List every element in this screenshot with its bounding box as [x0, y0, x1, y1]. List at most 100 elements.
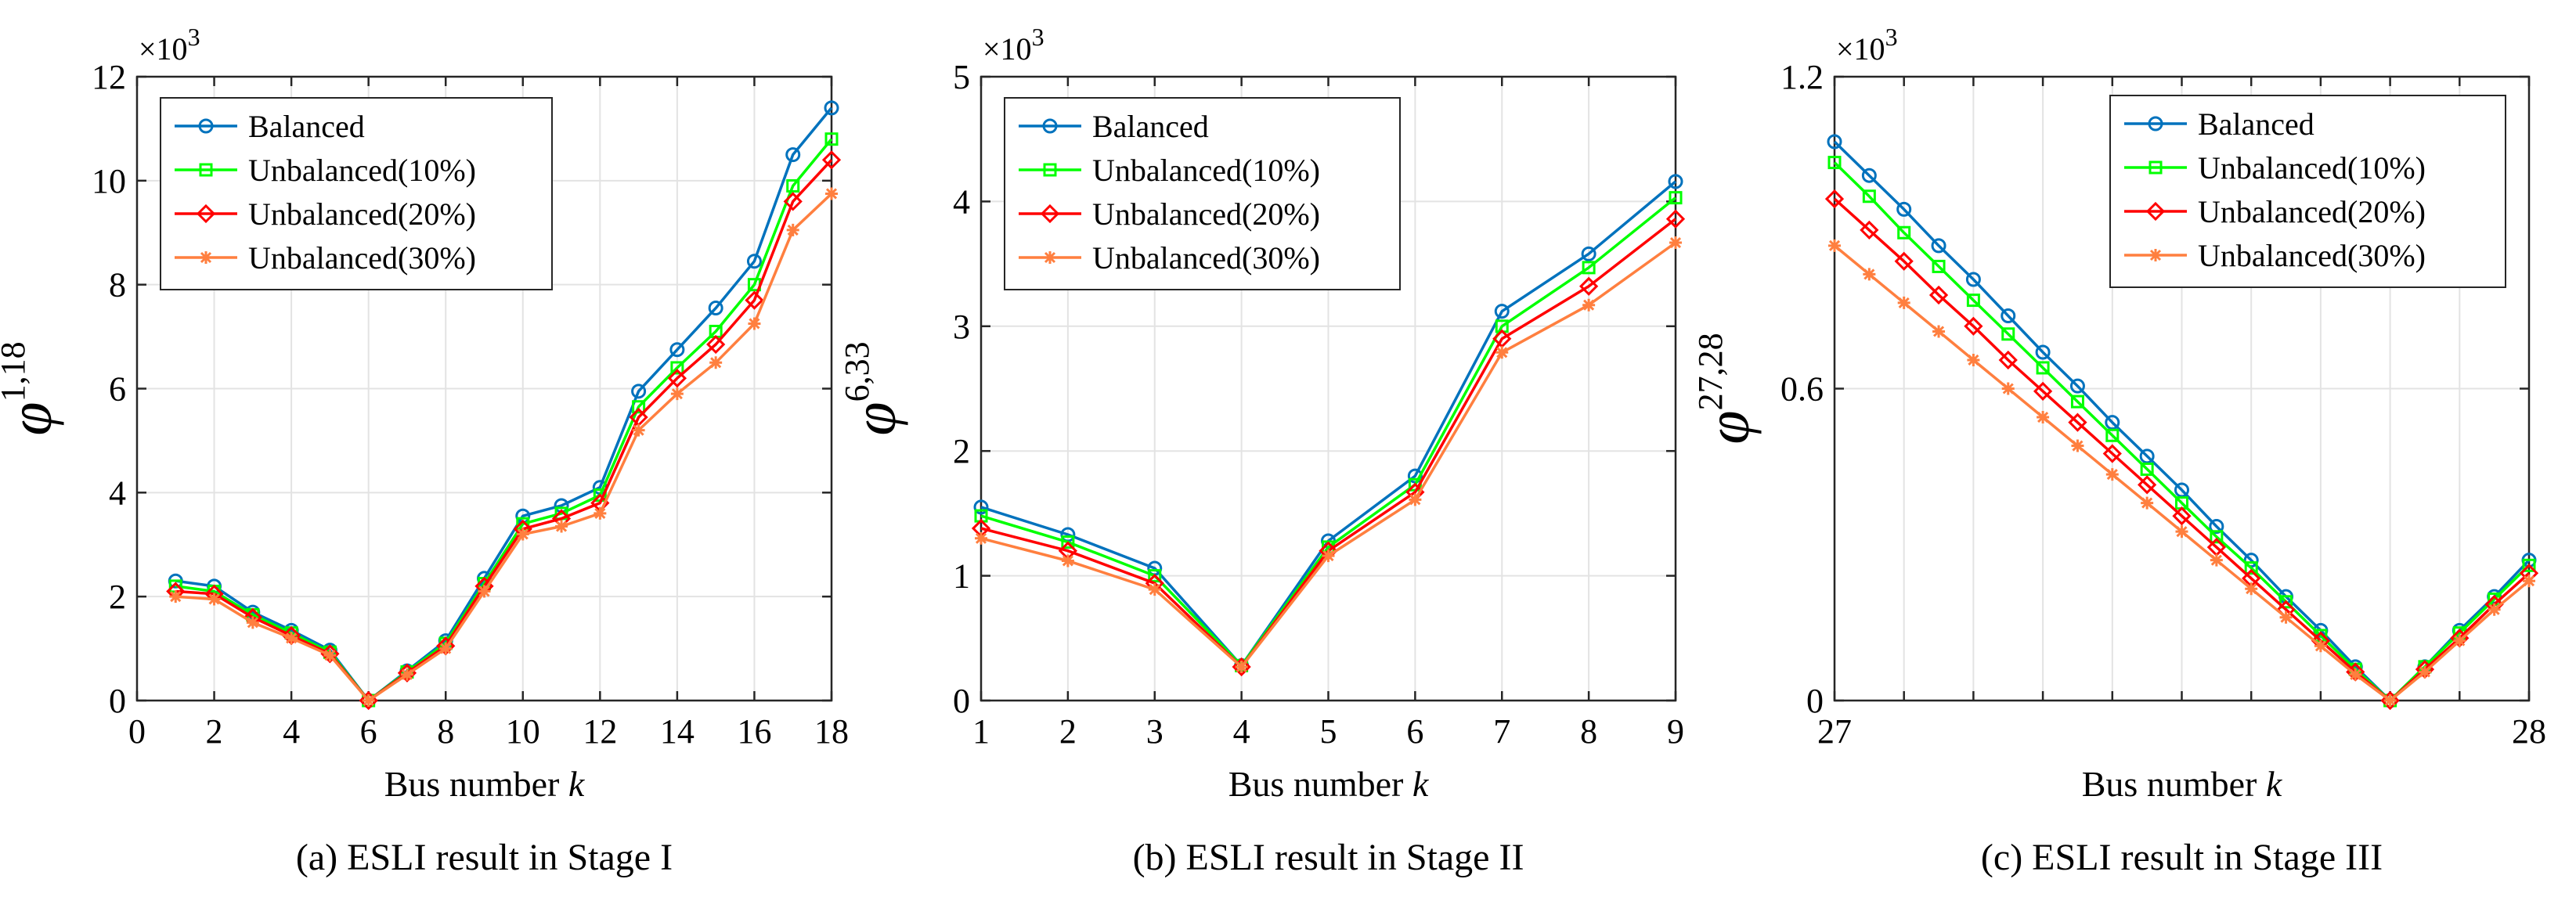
y-tick-label: 10 [92, 162, 126, 200]
legend-item: Unbalanced(30%) [175, 240, 476, 276]
y-multiplier-base: ×10 [1836, 31, 1885, 67]
panel-caption: (a) ESLI result in Stage I [296, 837, 673, 878]
series-3 [169, 187, 838, 707]
x-axis-label-space [2257, 764, 2266, 804]
data-point [709, 356, 723, 369]
data-point [1897, 225, 1911, 240]
data-point [439, 642, 453, 655]
y-tick-label: 5 [953, 58, 970, 96]
y-axis-superscript: 6,33 [838, 341, 876, 402]
data-point [1966, 294, 1980, 308]
y-tick-label: 12 [92, 58, 126, 96]
data-point [516, 528, 529, 541]
y-axis-symbol: φ [1694, 410, 1762, 444]
data-point [745, 290, 764, 310]
legend-label: Unbalanced(20%) [2198, 194, 2426, 229]
data-point [667, 369, 687, 388]
y-multiplier: ×103 [983, 23, 1044, 67]
data-point [1932, 259, 1946, 273]
data-point [2453, 634, 2466, 647]
data-point [1148, 569, 1162, 583]
legend-marker [1040, 204, 1060, 224]
y-axis-symbol: φ [840, 402, 908, 435]
data-point [1232, 657, 1251, 677]
data-point [2244, 561, 2258, 575]
legend-item: Unbalanced(10%) [1019, 153, 1320, 188]
y-tick-label: 0 [1806, 682, 1824, 720]
y-tick-label: 0.6 [1780, 370, 1824, 409]
x-axis-label-var: k [1412, 764, 1430, 804]
y-multiplier-exp: 3 [1885, 23, 1898, 51]
x-axis-label: Bus number k [2082, 764, 2283, 804]
legend-label: Balanced [1092, 109, 1209, 144]
y-tick-label: 4 [953, 182, 970, 221]
data-point [2172, 506, 2192, 526]
data-point [1061, 554, 1074, 567]
legend-item: Balanced [175, 109, 365, 144]
data-point [2175, 525, 2188, 539]
series-line [980, 196, 1677, 668]
y-tick-label: 4 [109, 474, 126, 512]
y-multiplier-base: ×10 [139, 31, 188, 67]
legend-label: Unbalanced(30%) [2198, 238, 2426, 273]
data-point [2140, 462, 2154, 476]
data-point [2068, 412, 2087, 432]
data-point [2245, 582, 2258, 596]
data-point [207, 593, 221, 606]
data-point [708, 301, 723, 316]
data-point [1148, 583, 1161, 596]
data-point [246, 616, 259, 629]
legend-item: Unbalanced(30%) [2124, 238, 2426, 273]
data-point [2314, 639, 2327, 653]
y-multiplier: ×103 [1836, 23, 1898, 67]
data-point [783, 192, 803, 211]
data-point [785, 147, 801, 163]
data-point [285, 632, 298, 645]
data-point [1861, 168, 1877, 183]
legend-label: Balanced [248, 109, 365, 144]
legend-marker [2148, 116, 2163, 131]
y-tick-label: 2 [109, 578, 126, 616]
x-tick-label: 16 [737, 712, 771, 751]
x-tick-label: 27 [1817, 712, 1852, 751]
x-axis-label-text: Bus number [1228, 764, 1404, 804]
data-point [1894, 251, 1914, 271]
data-point [1581, 246, 1596, 261]
x-tick-label: 5 [1320, 712, 1337, 751]
data-point [1827, 156, 1842, 170]
data-point [2210, 530, 2224, 544]
panel-stage-3: 27 28 0 0.6 1.2 ×103 φ27,28 Bus number k (c) ESL… [1691, 23, 2546, 878]
data-point [1235, 660, 1248, 673]
panel-caption: (b) ESLI result in Stage II [1133, 837, 1524, 878]
data-point [2036, 361, 2050, 375]
legend: Balanced Unbalanced(10%) Unbalanced(20%) Un… [160, 97, 553, 290]
y-axis-superscript: 27,28 [1691, 333, 1730, 410]
data-point [786, 178, 800, 193]
data-point [2105, 468, 2119, 481]
data-point [1665, 209, 1686, 229]
x-tick-label: 18 [814, 712, 849, 751]
legend-label: Unbalanced(30%) [1092, 240, 1320, 276]
y-tick-label: 0 [109, 682, 126, 720]
data-point [1964, 316, 1983, 336]
data-point [1932, 325, 1946, 338]
y-axis-label: φ27,28 [1691, 333, 1762, 444]
data-point [1494, 304, 1510, 319]
x-tick-label: 2 [206, 712, 223, 751]
data-point [1998, 350, 2018, 370]
x-tick-label: 0 [128, 712, 146, 751]
data-point [1967, 353, 1980, 366]
data-point [824, 100, 839, 116]
data-point [1828, 239, 1841, 252]
legend: Balanced Unbalanced(10%) Unbalanced(20%) Un… [1004, 97, 1401, 290]
legend-label: Unbalanced(20%) [248, 196, 476, 232]
series-3 [975, 236, 1682, 673]
data-point [824, 132, 839, 146]
legend-marker [2145, 201, 2166, 222]
data-point [821, 150, 842, 170]
data-point [1669, 236, 1682, 250]
x-axis-label-var: k [2266, 764, 2283, 804]
x-tick-label: 7 [1493, 712, 1510, 751]
